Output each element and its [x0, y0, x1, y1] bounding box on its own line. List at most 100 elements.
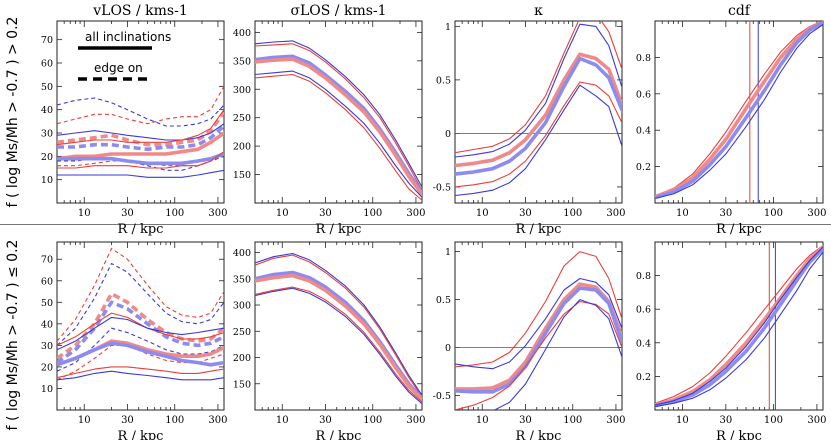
series-line-red-solid-lower [57, 151, 224, 169]
y-tick-label: -0.5 [433, 182, 451, 193]
x-tick-label: 300 [606, 208, 625, 219]
x-tick-label: 30 [121, 208, 134, 219]
series-line-blue-band-median [57, 152, 224, 166]
series-group [455, 251, 622, 410]
series-line-blue-upper [255, 40, 422, 188]
series-line-blue-band [655, 21, 823, 200]
series-group [255, 40, 422, 201]
x-tick-label: 30 [121, 415, 134, 426]
x-tick-label: 300 [208, 208, 227, 219]
x-tick-label: 30 [319, 208, 332, 219]
y-tick-label: 400 [233, 248, 251, 259]
y-tick-label: 0.6 [636, 89, 651, 100]
plot-frame [254, 241, 423, 411]
y-tick-label: 0 [445, 129, 451, 140]
panel-sigma-bottom: R / kpc 10 30 100 300 150 200 250 300 350 400 [233, 241, 425, 444]
series-line-red-upper [455, 21, 622, 154]
x-tick-label: 30 [519, 415, 532, 426]
panel-kappa-bottom: R / kpc 10 30 100 300 -0.5 0 0.5 1 [433, 241, 625, 444]
x-tick-label: 100 [363, 415, 382, 426]
series-group [455, 21, 622, 197]
y-tick-label: 50 [41, 82, 53, 93]
series-line-blue-upper [655, 246, 823, 406]
x-tick-label: 10 [476, 208, 489, 219]
y-tick-label: 30 [41, 129, 53, 140]
y-tick-label: -0.5 [433, 391, 451, 402]
series-line-red-dashed-upper [57, 86, 224, 125]
panel-sigma-top: σLOS / kms-1 R / kpc 10 30 100 300 150 200 250 30… [233, 3, 426, 237]
series-line-blue-band-median [57, 341, 224, 367]
plot-frame [654, 20, 824, 204]
x-tick-label: 10 [78, 415, 91, 426]
series-line-red-band [255, 57, 422, 197]
series-line-blue-dashed-upper [57, 97, 224, 127]
series-line-red-upper [655, 244, 823, 404]
x-tick-label: 30 [519, 208, 532, 219]
x-tick-label: 10 [276, 208, 289, 219]
x-axis-label: R / kpc [516, 222, 562, 237]
series-line-blue-band [455, 56, 622, 176]
y-tick-label: 0.2 [636, 372, 651, 383]
y-tick-label: 0.5 [436, 295, 451, 306]
series-line-blue-lower [255, 287, 422, 405]
series-line-blue-solid-upper [57, 123, 224, 141]
y-tick-label: 0.5 [436, 75, 451, 86]
plot-frame [56, 241, 225, 411]
panel-vlos-top: vLOS / kms-1 R / kpc 10 30 100 300 10 20 30 40 50 6… [41, 3, 228, 237]
y-tick-label: 0.4 [636, 338, 651, 349]
y-tick-label: 350 [233, 274, 251, 285]
series-line-red-dashed-median [57, 110, 224, 147]
y-tick-label: 60 [41, 59, 53, 70]
x-tick-label: 300 [807, 415, 826, 426]
y-tick-label: 1 [445, 22, 451, 33]
series-line-blue-upper [455, 277, 622, 370]
y-tick-label: 10 [41, 175, 53, 186]
series-line-blue-upper [255, 252, 422, 396]
y-tick-label: 1 [445, 247, 451, 258]
y-tick-label: 0.8 [636, 53, 651, 64]
chart-title: cdf [728, 3, 752, 19]
series-line-blue-lower [255, 70, 422, 198]
x-tick-label: 300 [406, 415, 425, 426]
x-tick-label: 30 [319, 415, 332, 426]
y-tick-label: 300 [233, 85, 251, 96]
chart-title: vLOS / kms-1 [92, 3, 187, 19]
row-label-top: f ( log Ms/Mh > -0.7 ) > 0.2 [5, 17, 21, 208]
series-line-blue-band [455, 286, 622, 394]
series-line-red-band [455, 52, 622, 168]
series-line-red-lower [255, 286, 422, 403]
y-tick-label: 200 [233, 142, 251, 153]
x-axis-label: R / kpc [716, 429, 762, 440]
series-line-blue-lower [655, 24, 823, 199]
y-tick-label: 20 [41, 152, 53, 163]
y-tick-label: 0.2 [636, 162, 651, 173]
x-tick-label: 100 [165, 208, 184, 219]
y-tick-label: 300 [233, 301, 251, 312]
x-tick-label: 300 [807, 208, 826, 219]
x-tick-label: 10 [676, 415, 689, 426]
y-tick-label: 40 [41, 319, 53, 330]
y-tick-label: 250 [233, 327, 251, 338]
x-axis-label: R / kpc [118, 429, 164, 440]
series-line-blue-solid-lower [57, 169, 224, 178]
x-tick-label: 10 [78, 208, 91, 219]
y-tick-label: 150 [233, 379, 251, 390]
x-tick-label: 30 [719, 208, 732, 219]
plot-frame [454, 241, 623, 411]
y-tick-label: 0.8 [636, 271, 651, 282]
plot-frame [454, 20, 623, 204]
x-tick-label: 10 [676, 208, 689, 219]
x-axis-label: R / kpc [316, 429, 362, 440]
series-line-blue-band [655, 246, 823, 408]
x-axis-label: R / kpc [716, 222, 762, 237]
series-line-red-lower [255, 73, 422, 201]
x-tick-label: 10 [276, 415, 289, 426]
series-line-red-band [655, 245, 823, 407]
panel-vlos-bottom: R / kpc 10 30 100 300 10 20 30 40 50 60 70 [41, 241, 227, 444]
series-line-red-lower [455, 81, 622, 188]
y-tick-label: 40 [41, 105, 53, 116]
y-tick-label: 10 [41, 384, 53, 395]
series-group [655, 21, 823, 200]
series-line-red-band [255, 273, 422, 402]
